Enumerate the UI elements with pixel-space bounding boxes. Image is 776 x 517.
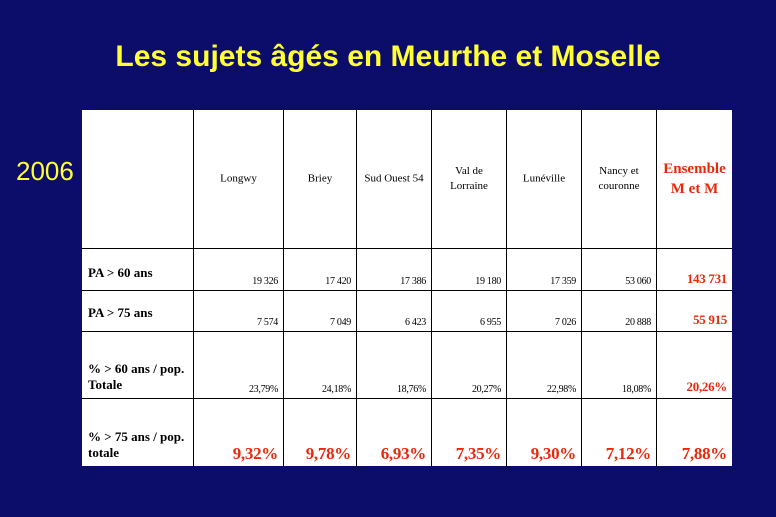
column-header-label: Nancy et couronne (598, 165, 640, 192)
table-cell: 18,76% (356, 332, 431, 399)
column-header-label: Sud Ouest 54 (364, 172, 424, 185)
table-cell: 20,27% (431, 332, 506, 399)
cell-value: 20,27% (471, 384, 501, 395)
cell-value: 7 574 (256, 317, 278, 328)
cell-value: 6 423 (404, 317, 426, 328)
cell-value: 17 420 (325, 276, 351, 287)
table-cell: 20,26% (656, 332, 732, 399)
column-header-label: Ensemble M et M (663, 161, 726, 197)
cell-value: 17 359 (550, 276, 576, 287)
cell-value: 20,26% (686, 379, 728, 394)
table-cell: 7 574 (193, 291, 283, 332)
cell-value: 7 049 (329, 317, 351, 328)
slide-title: Les sujets âgés en Meurthe et Moselle (115, 40, 661, 73)
header-cell: Ensemble M et M (656, 110, 732, 248)
cell-value: 7,35% (455, 444, 502, 463)
cell-value: 9,32% (232, 444, 279, 463)
cell-value: 22,98% (546, 384, 576, 395)
table-row: PA > 75 ans 7 574 7 049 6 423 6 955 7 02… (82, 290, 732, 332)
cell-value: 6 955 (479, 317, 501, 328)
cell-value: 19 326 (252, 276, 278, 287)
row-label-cell: % > 75 ans / pop. totale (82, 399, 193, 467)
header-cell: Val de Lorraine (431, 110, 506, 248)
table-row: PA > 60 ans 19 326 17 420 17 386 19 180 … (82, 248, 732, 291)
cell-value: 24,18% (321, 384, 351, 395)
table-header-row: Longwy Briey Sud Ouest 54 Val de Lorrain… (82, 110, 732, 248)
cell-value: 18,08% (621, 384, 651, 395)
header-cell: Sud Ouest 54 (356, 110, 431, 248)
table-cell: 17 359 (506, 249, 581, 291)
header-cell: Nancy et couronne (581, 110, 656, 248)
table-cell: 9,30% (506, 399, 581, 467)
cell-value: 9,30% (530, 444, 577, 463)
table-row: % > 60 ans / pop. Totale 23,79% 24,18% 1… (82, 331, 732, 399)
table-cell: 6,93% (356, 399, 431, 467)
table-cell: 20 888 (581, 291, 656, 332)
cell-value: 19 180 (475, 276, 501, 287)
table-cell: 23,79% (193, 332, 283, 399)
table-cell: 9,32% (193, 399, 283, 467)
header-corner-cell (82, 110, 193, 248)
cell-value: 143 731 (686, 271, 727, 286)
table-cell: 6 423 (356, 291, 431, 332)
table-cell: 143 731 (656, 249, 732, 291)
table-cell: 7 026 (506, 291, 581, 332)
table-cell: 7,35% (431, 399, 506, 467)
cell-value: 23,79% (248, 384, 278, 395)
table-row: % > 75 ans / pop. totale 9,32% 9,78% 6,9… (82, 398, 732, 467)
header-cell: Briey (283, 110, 356, 248)
table-cell: 17 420 (283, 249, 356, 291)
table-cell: 7,12% (581, 399, 656, 467)
table-cell: 17 386 (356, 249, 431, 291)
column-header-label: Longwy (220, 172, 257, 185)
table-cell: 53 060 (581, 249, 656, 291)
cell-value: 9,78% (305, 444, 352, 463)
cell-value: 53 060 (625, 276, 651, 287)
column-header-label: Lunéville (522, 172, 566, 185)
table-cell: 7 049 (283, 291, 356, 332)
column-header-label: Val de Lorraine (450, 165, 488, 192)
table-cell: 6 955 (431, 291, 506, 332)
row-label-cell: % > 60 ans / pop. Totale (82, 332, 193, 399)
cell-value: 7,88% (681, 444, 728, 463)
row-label: % > 60 ans / pop. Totale (88, 361, 185, 392)
row-label: % > 75 ans / pop. totale (88, 429, 185, 460)
column-header-label: Briey (307, 172, 333, 185)
cell-value: 7,12% (605, 444, 652, 463)
year-label: 2006 (16, 156, 74, 186)
table-cell: 22,98% (506, 332, 581, 399)
table-cell: 18,08% (581, 332, 656, 399)
table-cell: 24,18% (283, 332, 356, 399)
table-cell: 55 915 (656, 291, 732, 332)
header-cell: Longwy (193, 110, 283, 248)
cell-value: 7 026 (554, 317, 576, 328)
table-cell: 7,88% (656, 399, 732, 467)
row-label: PA > 60 ans (88, 265, 153, 280)
data-table: Longwy Briey Sud Ouest 54 Val de Lorrain… (82, 110, 732, 467)
table-cell: 9,78% (283, 399, 356, 467)
row-label-cell: PA > 75 ans (82, 291, 193, 332)
table-cell: 19 180 (431, 249, 506, 291)
cell-value: 55 915 (693, 312, 727, 327)
row-label: PA > 75 ans (88, 305, 153, 320)
cell-value: 20 888 (625, 317, 651, 328)
header-cell: Lunéville (506, 110, 581, 248)
cell-value: 17 386 (400, 276, 426, 287)
cell-value: 6,93% (380, 444, 427, 463)
row-label-cell: PA > 60 ans (82, 249, 193, 291)
cell-value: 18,76% (396, 384, 426, 395)
table-cell: 19 326 (193, 249, 283, 291)
